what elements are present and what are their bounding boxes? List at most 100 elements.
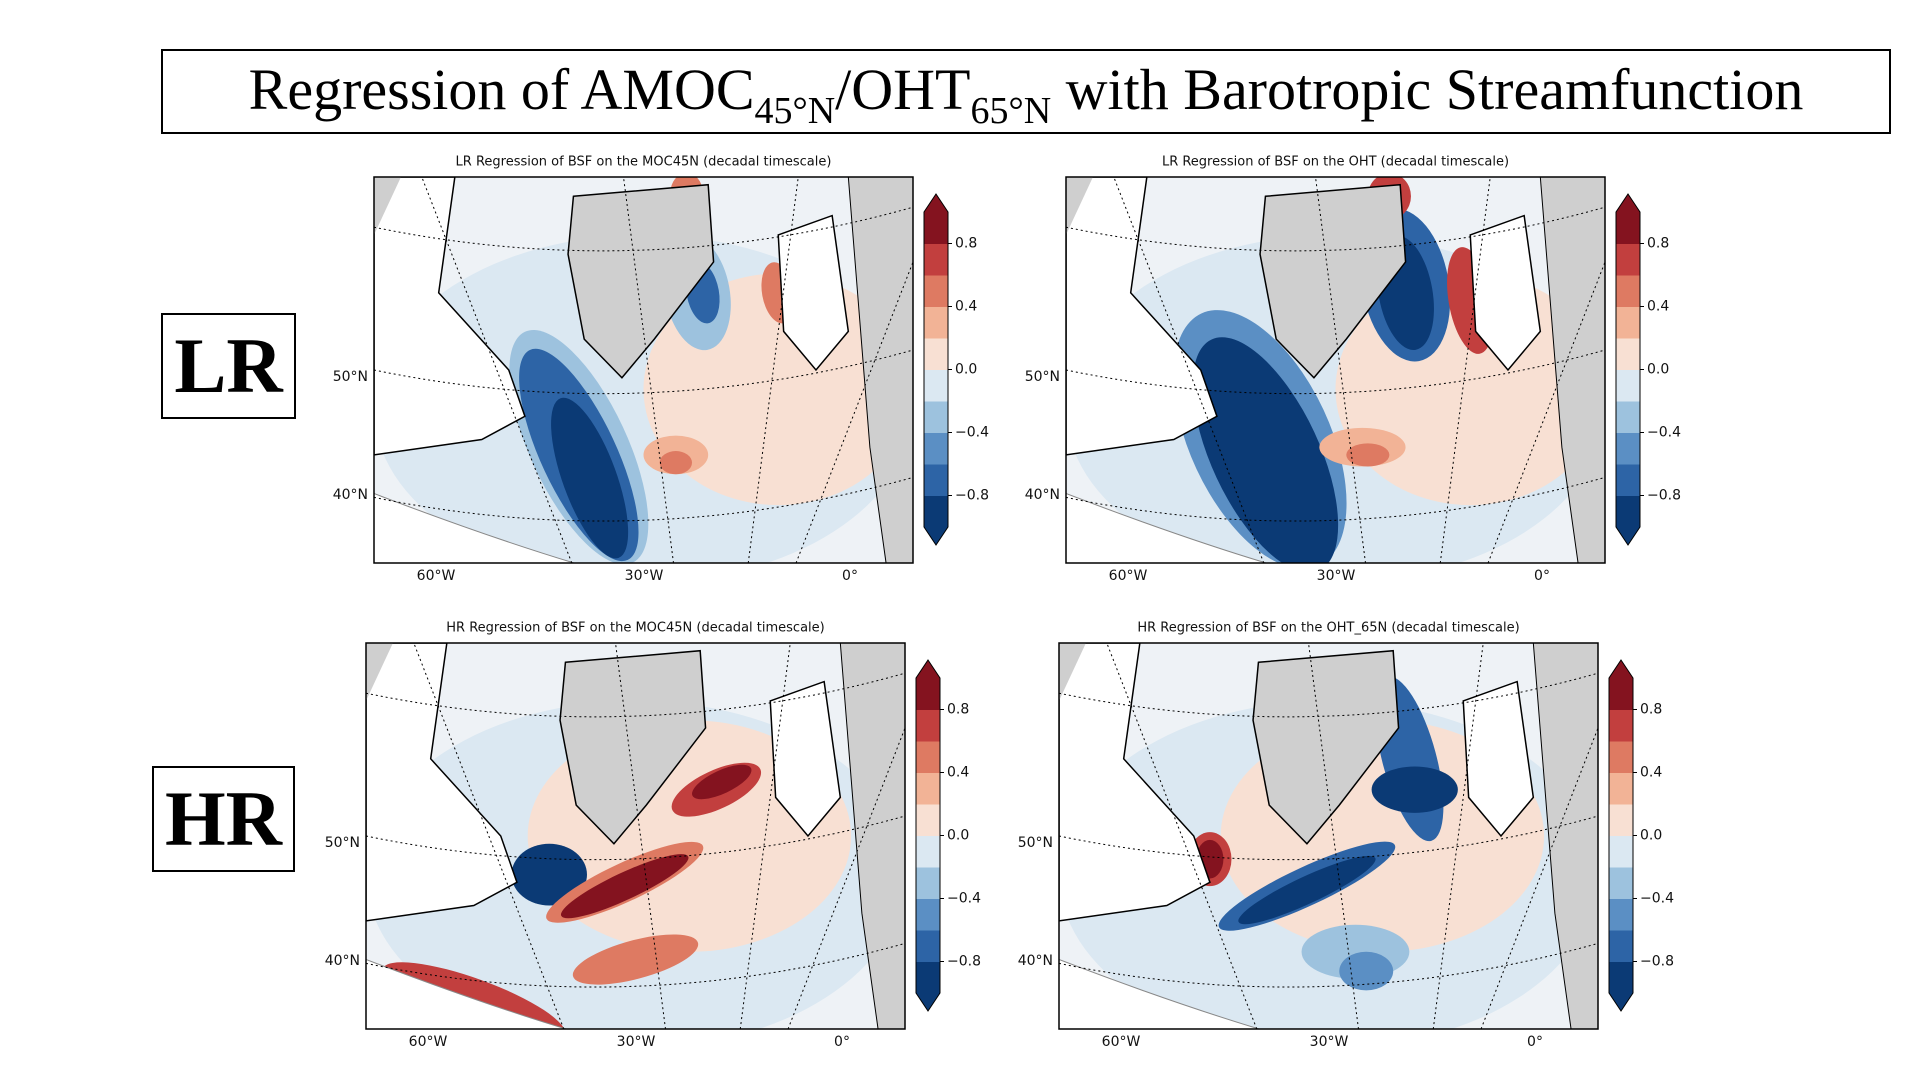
outside-projection (374, 492, 576, 563)
graticule (1066, 206, 1605, 252)
graticule (374, 349, 913, 395)
europe (769, 680, 842, 838)
anomaly-contour (659, 451, 693, 475)
map-field (1066, 177, 1605, 563)
panel-title: HR Regression of BSF on the MOC45N (deca… (446, 621, 824, 636)
map-field (366, 643, 905, 1029)
lat-label: 50°N (1025, 369, 1060, 385)
greenland (567, 183, 715, 379)
graticule (374, 206, 913, 252)
map-frame (1065, 176, 1606, 564)
lon-label: 60°W (417, 568, 456, 584)
colorbar-tick-label: −0.4 (955, 425, 989, 441)
colorbar-level (916, 867, 940, 899)
lat-label: 50°N (325, 835, 360, 851)
colorbar-level (924, 243, 948, 276)
colorbar-tick-label: 0.8 (1640, 702, 1662, 718)
land (1059, 643, 1211, 922)
land (374, 177, 526, 456)
map-field (1059, 643, 1598, 1029)
europe (1462, 680, 1535, 838)
colorbar-level (924, 432, 948, 465)
colorbar-tick-label: 0.0 (947, 828, 969, 844)
colorbar-level (916, 678, 940, 710)
colorbar-level (924, 338, 948, 370)
graticule (366, 815, 905, 861)
greenland (1259, 183, 1407, 379)
colorbar-level (916, 898, 940, 931)
colorbar-level (1609, 898, 1633, 931)
colorbar-level (1609, 772, 1633, 805)
colorbar-outline (915, 659, 941, 1012)
colorbar-level (1609, 835, 1633, 868)
colorbar-tick-label: 0.0 (1640, 828, 1662, 844)
lat-label: 40°N (333, 487, 368, 503)
europe (777, 214, 850, 372)
anomaly-contour (1346, 443, 1390, 467)
colorbar-tick-label: −0.8 (1640, 954, 1674, 970)
graticule (1066, 349, 1605, 395)
colorbar-extend (1616, 527, 1640, 545)
colorbar-extend (1609, 993, 1633, 1011)
colorbar-tick-label: 0.4 (1647, 299, 1669, 315)
lat-label: 50°N (333, 369, 368, 385)
anomaly-contour (1339, 951, 1394, 991)
colorbar-level (1616, 432, 1640, 465)
colorbar-tick-label: −0.8 (955, 488, 989, 504)
colorbar-tick-label: 0.8 (955, 236, 977, 252)
outside-projection (1539, 177, 1605, 563)
colorbar-level (1609, 709, 1633, 742)
colorbar-level (924, 464, 948, 496)
colorbar-level (916, 804, 940, 836)
colorbar-level (1616, 369, 1640, 402)
colorbar-level (1609, 678, 1633, 710)
colorbar-level (1609, 930, 1633, 962)
colorbar-level (924, 212, 948, 244)
map-panel: LR Regression of BSF on the OHT (decadal… (1025, 155, 1681, 585)
graticule (1059, 672, 1598, 718)
anomaly-contour (560, 854, 689, 919)
title-text: with Barotropic Streamfunction (1051, 57, 1804, 122)
graticule (374, 476, 913, 522)
colorbar-tick-label: −0.4 (1640, 891, 1674, 907)
colorbar-tick-label: 0.4 (1640, 765, 1662, 781)
colorbar-level (1609, 741, 1633, 773)
panel-title: LR Regression of BSF on the MOC45N (deca… (456, 155, 832, 170)
colorbar-extend (924, 194, 948, 212)
title-subscript: 45°N (754, 90, 836, 132)
graticule (1106, 643, 1258, 1029)
colorbar-level (1609, 867, 1633, 899)
lat-label: 50°N (1018, 835, 1053, 851)
lat-label: 40°N (1025, 487, 1060, 503)
lon-label: 60°W (1102, 1034, 1141, 1050)
outside-projection (366, 958, 568, 1029)
outside-projection (847, 177, 913, 563)
colorbar-level (1616, 495, 1640, 528)
graticule (1059, 942, 1598, 988)
lon-label: 30°W (1317, 568, 1356, 584)
outside-projection (839, 643, 905, 1029)
colorbar-level (916, 741, 940, 773)
lon-label: 60°W (409, 1034, 448, 1050)
colorbar-level (916, 835, 940, 868)
panel-title: HR Regression of BSF on the OHT_65N (dec… (1137, 621, 1519, 636)
lon-label: 30°W (617, 1034, 656, 1050)
colorbar-level (916, 930, 940, 962)
outside-projection (366, 643, 393, 701)
lon-label: 0° (834, 1034, 850, 1050)
map-frame (365, 642, 906, 1030)
colorbar-tick-label: 0.4 (955, 299, 977, 315)
colorbar-level (916, 961, 940, 994)
colorbar-level (1616, 401, 1640, 433)
map-field (374, 177, 913, 563)
colorbar-level (1609, 804, 1633, 836)
panel-title: LR Regression of BSF on the OHT (decadal… (1162, 155, 1509, 170)
lon-label: 30°W (625, 568, 664, 584)
colorbar-tick-label: −0.8 (947, 954, 981, 970)
graticule (1066, 476, 1605, 522)
slide-title: Regression of AMOC45°N/OHT65°N with Baro… (161, 49, 1891, 134)
graticule (413, 643, 565, 1029)
colorbar-tick-label: −0.4 (947, 891, 981, 907)
colorbar-extend (1609, 660, 1633, 678)
colorbar-extend (1616, 194, 1640, 212)
